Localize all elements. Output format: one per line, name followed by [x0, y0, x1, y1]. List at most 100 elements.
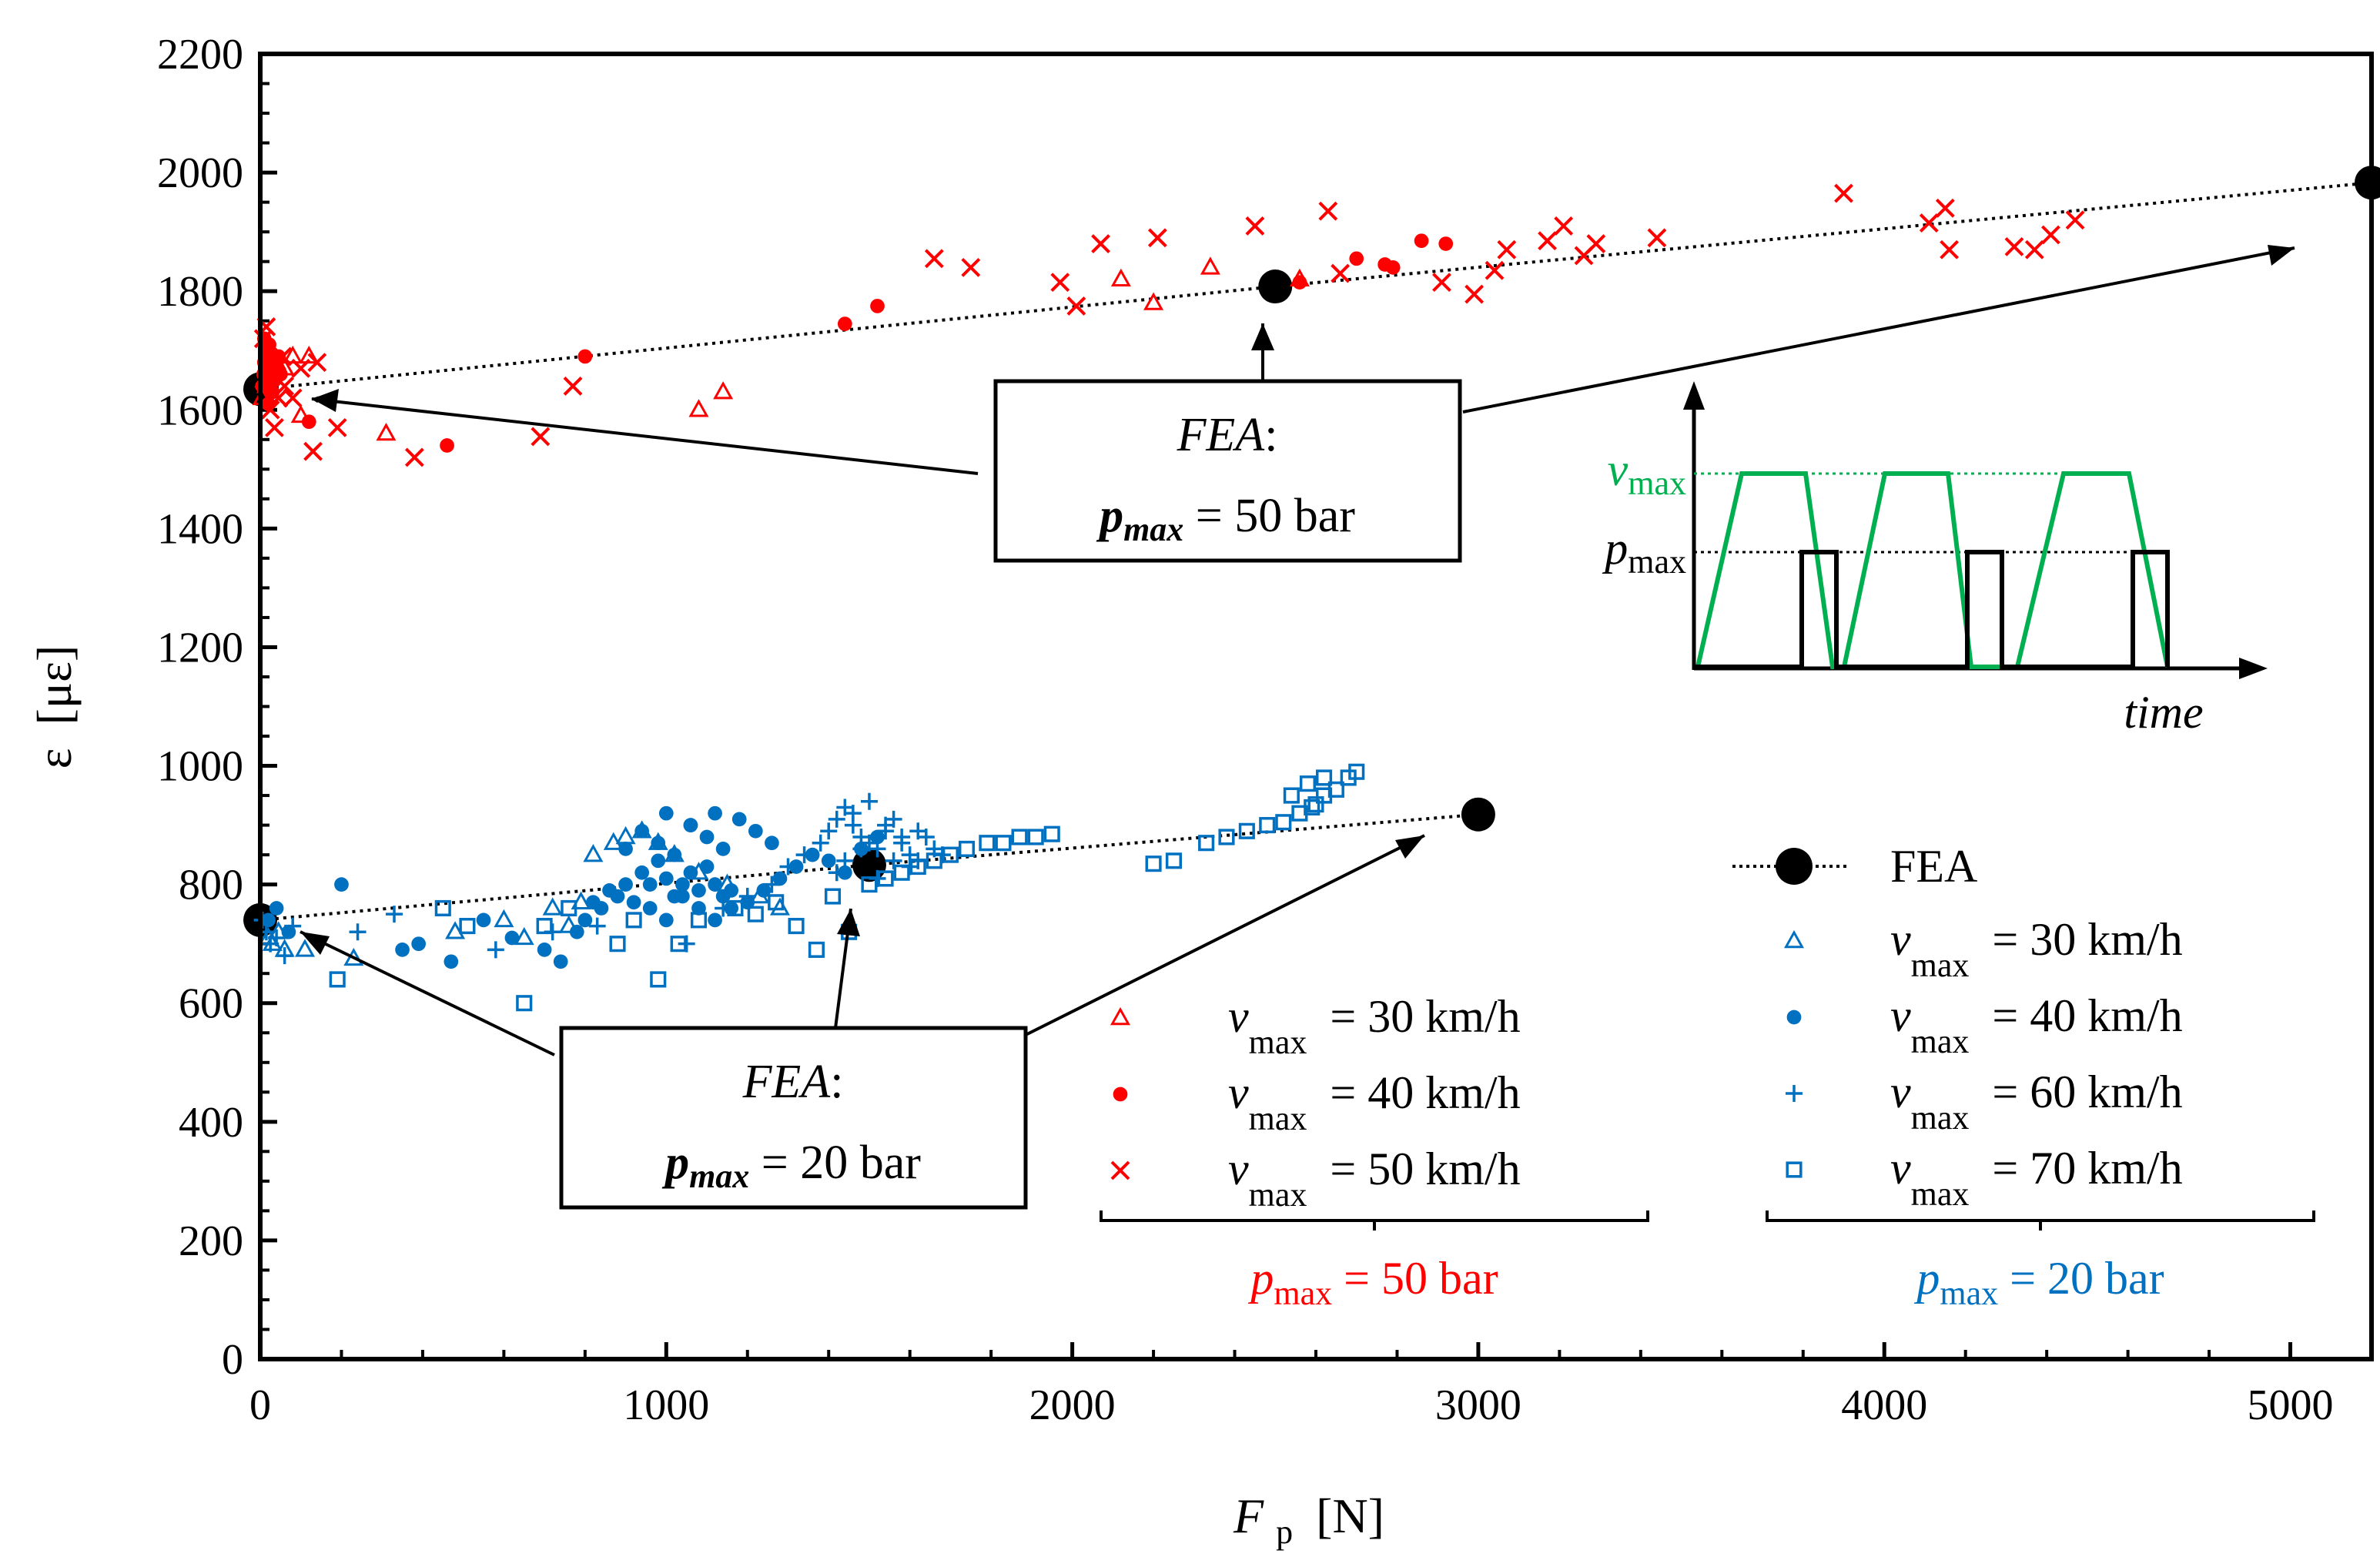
- p-max-20-bar-v-max-40-km-h-point: [683, 865, 698, 880]
- p-max-20-bar-v-max-70-km-h-point: [824, 888, 842, 905]
- p-max-20-bar-v-max-70-km-h-point: [727, 899, 744, 917]
- p-max-20-bar-v-max-70-km-h-point: [1315, 769, 1333, 786]
- p-max-20-bar-v-max-70-km-h-point: [958, 840, 976, 857]
- p-max-20-bar-v-max-70-km-h-point: [1218, 829, 1235, 845]
- p-max-20-bar-v-max-70-km-h-point: [536, 918, 553, 935]
- p-max-20-bar-v-max-60-km-h-point: [893, 829, 911, 845]
- p-max-50-bar-v-max-30-km-h-point: [376, 423, 397, 441]
- p-max-20-bar-v-max-70-km-h-point: [747, 906, 764, 922]
- p-max-20-bar-v-max-40-km-h-point: [634, 865, 650, 880]
- p-max-20-bar-v-max-40-km-h-point: [731, 812, 747, 827]
- x-axis-unit: [N]: [1316, 1488, 1384, 1543]
- p-max-20-bar-v-max-40-km-h-point: [675, 889, 690, 904]
- p-max-20-bar-v-max-30-km-h-point: [558, 915, 579, 933]
- p-max-20-bar-v-max-70-km-h-point: [1145, 856, 1162, 872]
- arrowhead-50bar-left: [312, 389, 339, 412]
- legend-red-marker-0: [1110, 1006, 1131, 1026]
- p-max-50-bar-v-max-40-km-h-point: [440, 438, 454, 453]
- p-max-20-bar-v-max-60-km-h-point: [268, 929, 286, 946]
- p-max-20-bar-v-max-60-km-h-point: [487, 941, 504, 959]
- p-max-50-bar-v-max-50-km-h-point: [1066, 296, 1086, 316]
- p-max-20-bar-v-max-60-km-h-point: [588, 917, 606, 935]
- annotation-box-50bar: FEA: pmax = 50 bar: [993, 379, 1462, 563]
- p-max-50-bar-v-max-30-km-h-point: [713, 381, 734, 400]
- p-max-20-bar-v-max-40-km-h-point: [765, 835, 779, 851]
- p-max-50-bar-v-max-40-km-h-point: [1438, 236, 1454, 251]
- p-max-20-bar-v-max-70-km-h-point: [1027, 829, 1044, 845]
- p-max-20-bar-v-max-40-km-h-point: [395, 943, 410, 957]
- p-max-20-bar-v-max-40-km-h-point: [444, 954, 459, 969]
- annotation-arrows: [300, 246, 2295, 1056]
- p-max-50-bar-v-max-30-km-h-point: [290, 404, 311, 424]
- p-max-20-bar-v-max-30-km-h-point: [494, 909, 514, 928]
- p-max-20-bar-v-max-40-km-h-point: [569, 924, 584, 939]
- y-axis-unit: [με]: [27, 645, 82, 725]
- annotation-box-20bar: FEA: pmax = 20 bar: [559, 1026, 1028, 1210]
- p-max-20-bar-v-max-30-km-h-point: [583, 844, 604, 862]
- p-max-20-bar-v-max-40-km-h-point: [699, 859, 715, 874]
- p-max-20-bar-v-max-70-km-h-point: [434, 899, 451, 917]
- p-max-50-bar-v-max-40-km-h-point: [271, 349, 286, 364]
- p-max-50-bar-v-max-50-km-h-point: [961, 257, 981, 277]
- plot-frame: [258, 52, 2374, 1361]
- p-max-50-bar-v-max-50-km-h-point: [1497, 239, 1517, 260]
- p-max-50-bar-v-max-30-km-h-point: [299, 345, 320, 364]
- annotation-box-50bar-line1: FEA:: [1177, 409, 1278, 461]
- p-max-50-bar-v-max-50-km-h-point: [1586, 234, 1606, 253]
- p-max-20-bar-v-max-70-km-h-point: [1011, 829, 1028, 845]
- p-max-20-bar-v-max-70-km-h-point: [561, 899, 577, 917]
- p-max-20-bar-v-max-40-km-h-point: [675, 877, 690, 892]
- p-max-20-bar-v-max-30-km-h-point: [445, 921, 466, 939]
- p-max-20-bar-v-max-40-km-h-point: [756, 882, 772, 898]
- arrow-20bar-right: [1023, 834, 1425, 1037]
- arrowhead-20bar-mid: [837, 909, 860, 936]
- p-max-20-bar-v-max-40-km-h-point: [476, 912, 491, 928]
- p-max-50-bar-v-max-40-km-h-point: [1414, 233, 1429, 249]
- y-tick-label: 2000: [157, 149, 243, 197]
- p-max-50-bar-v-max-50-km-h-point: [1935, 198, 1955, 218]
- p-max-20-bar-v-max-40-km-h-point: [577, 912, 593, 928]
- legend-red-label: vmax= 50 km/h: [1228, 1143, 1521, 1214]
- p-max-20-bar-v-max-70-km-h-point: [1283, 787, 1300, 804]
- inset-schematic: vmax pmax time: [1602, 381, 2268, 738]
- p-max-20-bar-v-max-70-km-h-point: [625, 912, 642, 929]
- p-max-50-bar-v-max-40-km-h-point: [1349, 251, 1364, 266]
- p-max-50-bar-v-max-50-km-h-point: [303, 441, 323, 461]
- p-max-20-bar-v-max-40-km-h-point: [708, 912, 722, 928]
- p-max-50-bar-v-max-30-km-h-point: [688, 399, 709, 417]
- x-tick-label: 3000: [1435, 1381, 1521, 1429]
- p-max-20-bar-v-max-70-km-h-point: [942, 846, 959, 863]
- p-max-50-bar-v-max-50-km-h-point: [924, 249, 944, 269]
- annotation-box-50bar-frame: [993, 379, 1462, 563]
- annotation-box-20bar-line1: FEA:: [742, 1056, 844, 1108]
- y-tick-label: 400: [179, 1099, 243, 1147]
- p-max-20-bar-v-max-40-km-h-point: [658, 871, 674, 886]
- x-axis-subscript: p: [1276, 1513, 1293, 1551]
- p-max-20-bar-v-max-40-km-h-point: [618, 842, 633, 856]
- p-max-20-bar-v-max-40-km-h-point: [334, 877, 349, 892]
- p-max-50-bar-v-max-50-km-h-point: [260, 400, 280, 420]
- arrowhead-50bar-mid: [1251, 323, 1274, 350]
- p-max-50-bar-v-max-40-km-h-point: [1385, 260, 1401, 275]
- y-tick-label: 1000: [157, 743, 243, 791]
- p-max-50-bar-v-max-40-km-h-point: [301, 414, 316, 430]
- p-max-50-bar-v-max-40-km-h-point: [870, 299, 885, 313]
- legend-blue-marker-2: [1786, 1085, 1803, 1102]
- p-max-50-bar-v-max-50-km-h-point: [283, 388, 303, 408]
- arrow-50bar-left: [311, 396, 979, 475]
- p-max-20-bar-v-max-70-km-h-point: [690, 912, 708, 929]
- arrow-20bar-left: [300, 930, 555, 1056]
- p-max-20-bar-v-max-70-km-h-point: [1259, 817, 1276, 834]
- y-tick-label: 1600: [157, 387, 243, 434]
- p-max-20-bar-v-max-60-km-h-point: [860, 792, 878, 810]
- annotation-box-50bar-line2: pmax = 50 bar: [1096, 490, 1355, 548]
- p-max-50-bar-v-max-40-km-h-point: [837, 316, 852, 331]
- p-max-20-bar-v-max-70-km-h-point: [1238, 822, 1255, 839]
- p-max-50-bar-v-max-50-km-h-point: [1331, 263, 1351, 283]
- x-tick-label: 1000: [623, 1381, 709, 1429]
- p-max-20-bar-v-max-60-km-h-point: [386, 906, 403, 923]
- p-max-20-bar-v-max-60-km-h-point: [812, 834, 829, 852]
- p-max-50-bar-v-max-50-km-h-point: [1647, 228, 1667, 248]
- p-max-20-bar-v-max-40-km-h-point: [691, 901, 706, 916]
